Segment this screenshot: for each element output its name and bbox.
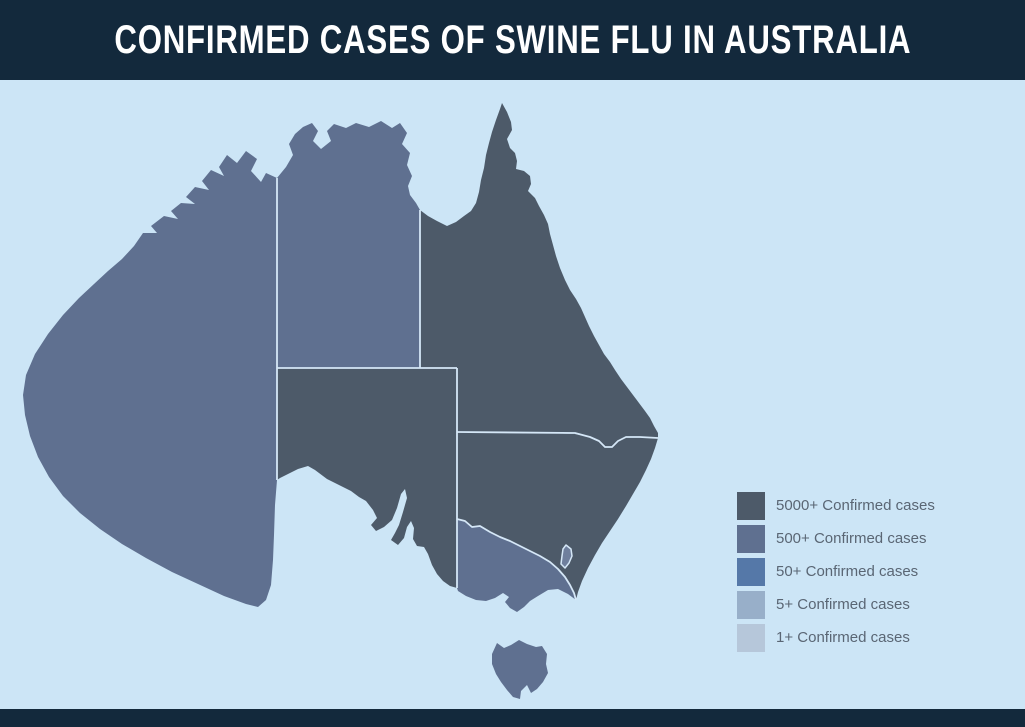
legend-item: 1+ Confirmed cases [737,624,935,652]
legend-swatch [737,558,765,586]
legend-label: 500+ Confirmed cases [776,530,927,547]
qld-nsw-border [456,431,659,448]
region-victoria [457,519,576,612]
legend: 5000+ Confirmed cases 500+ Confirmed case… [737,492,935,657]
region-australian-capital-territory [560,544,573,569]
legend-swatch [737,525,765,553]
region-tasmania [492,640,548,699]
legend-item: 500+ Confirmed cases [737,525,935,553]
legend-label: 5000+ Confirmed cases [776,497,935,514]
legend-swatch [737,492,765,520]
region-south-australia [277,368,457,588]
region-western-australia [23,151,277,607]
region-queensland [420,103,658,447]
legend-label: 1+ Confirmed cases [776,629,910,646]
nsw-vic-border [456,518,577,601]
legend-item: 50+ Confirmed cases [737,558,935,586]
legend-swatch [737,624,765,652]
page-title: CONFIRMED CASES OF SWINE FLU IN AUSTRALI… [114,17,911,62]
legend-label: 5+ Confirmed cases [776,596,910,613]
legend-label: 50+ Confirmed cases [776,563,919,580]
footer-bar [0,709,1025,727]
legend-swatch [737,591,765,619]
legend-item: 5000+ Confirmed cases [737,492,935,520]
region-new-south-wales [457,432,658,600]
legend-item: 5+ Confirmed cases [737,591,935,619]
header: CONFIRMED CASES OF SWINE FLU IN AUSTRALI… [0,0,1025,80]
region-northern-territory [277,121,420,368]
